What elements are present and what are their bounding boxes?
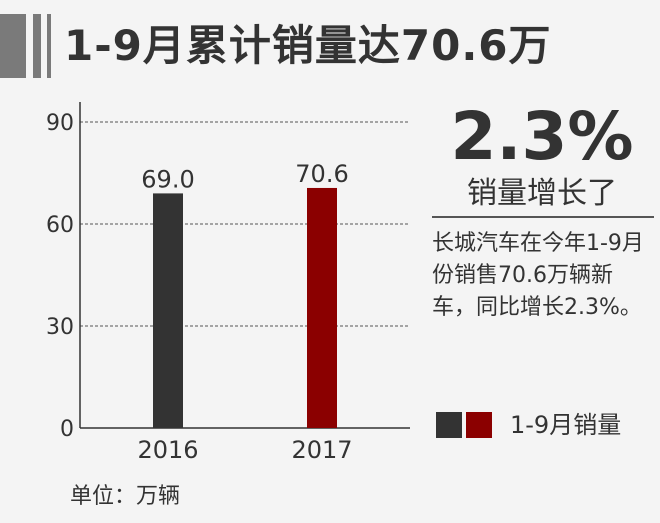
data-label: 69.0 <box>141 165 194 193</box>
title-stripe <box>47 14 51 78</box>
description-text: 长城汽车在今年1-9月份销售70.6万辆新车，同比增长2.3%。 <box>432 231 644 320</box>
growth-value: 2.3% <box>450 98 634 175</box>
title-stripe <box>33 14 41 78</box>
data-label: 70.6 <box>295 160 348 188</box>
bar-chart: 0 30 60 90 69.0 2016 70.6 2017 <box>46 102 410 464</box>
y-tick-label: 90 <box>46 111 74 136</box>
title-bar: 1-9月累计销量达70.6万 <box>0 0 660 92</box>
title-stripe <box>0 14 26 78</box>
y-tick-label: 30 <box>46 315 74 340</box>
x-tick-label: 2017 <box>291 436 352 464</box>
unit-label: 单位：万辆 <box>70 484 181 509</box>
page-title: 1-9月累计销量达70.6万 <box>64 21 552 70</box>
bar-2016 <box>153 193 183 428</box>
y-tick-label: 60 <box>46 213 74 238</box>
legend-swatch-2016 <box>436 412 462 438</box>
y-tick-label: 0 <box>60 417 74 442</box>
divider <box>432 216 654 218</box>
legend-swatch-2017 <box>466 412 492 438</box>
x-tick-label: 2016 <box>137 436 198 464</box>
bar-2017 <box>307 187 337 428</box>
growth-caption: 销量增长了 <box>467 176 617 211</box>
legend-label: 1-9月销量 <box>510 411 622 439</box>
